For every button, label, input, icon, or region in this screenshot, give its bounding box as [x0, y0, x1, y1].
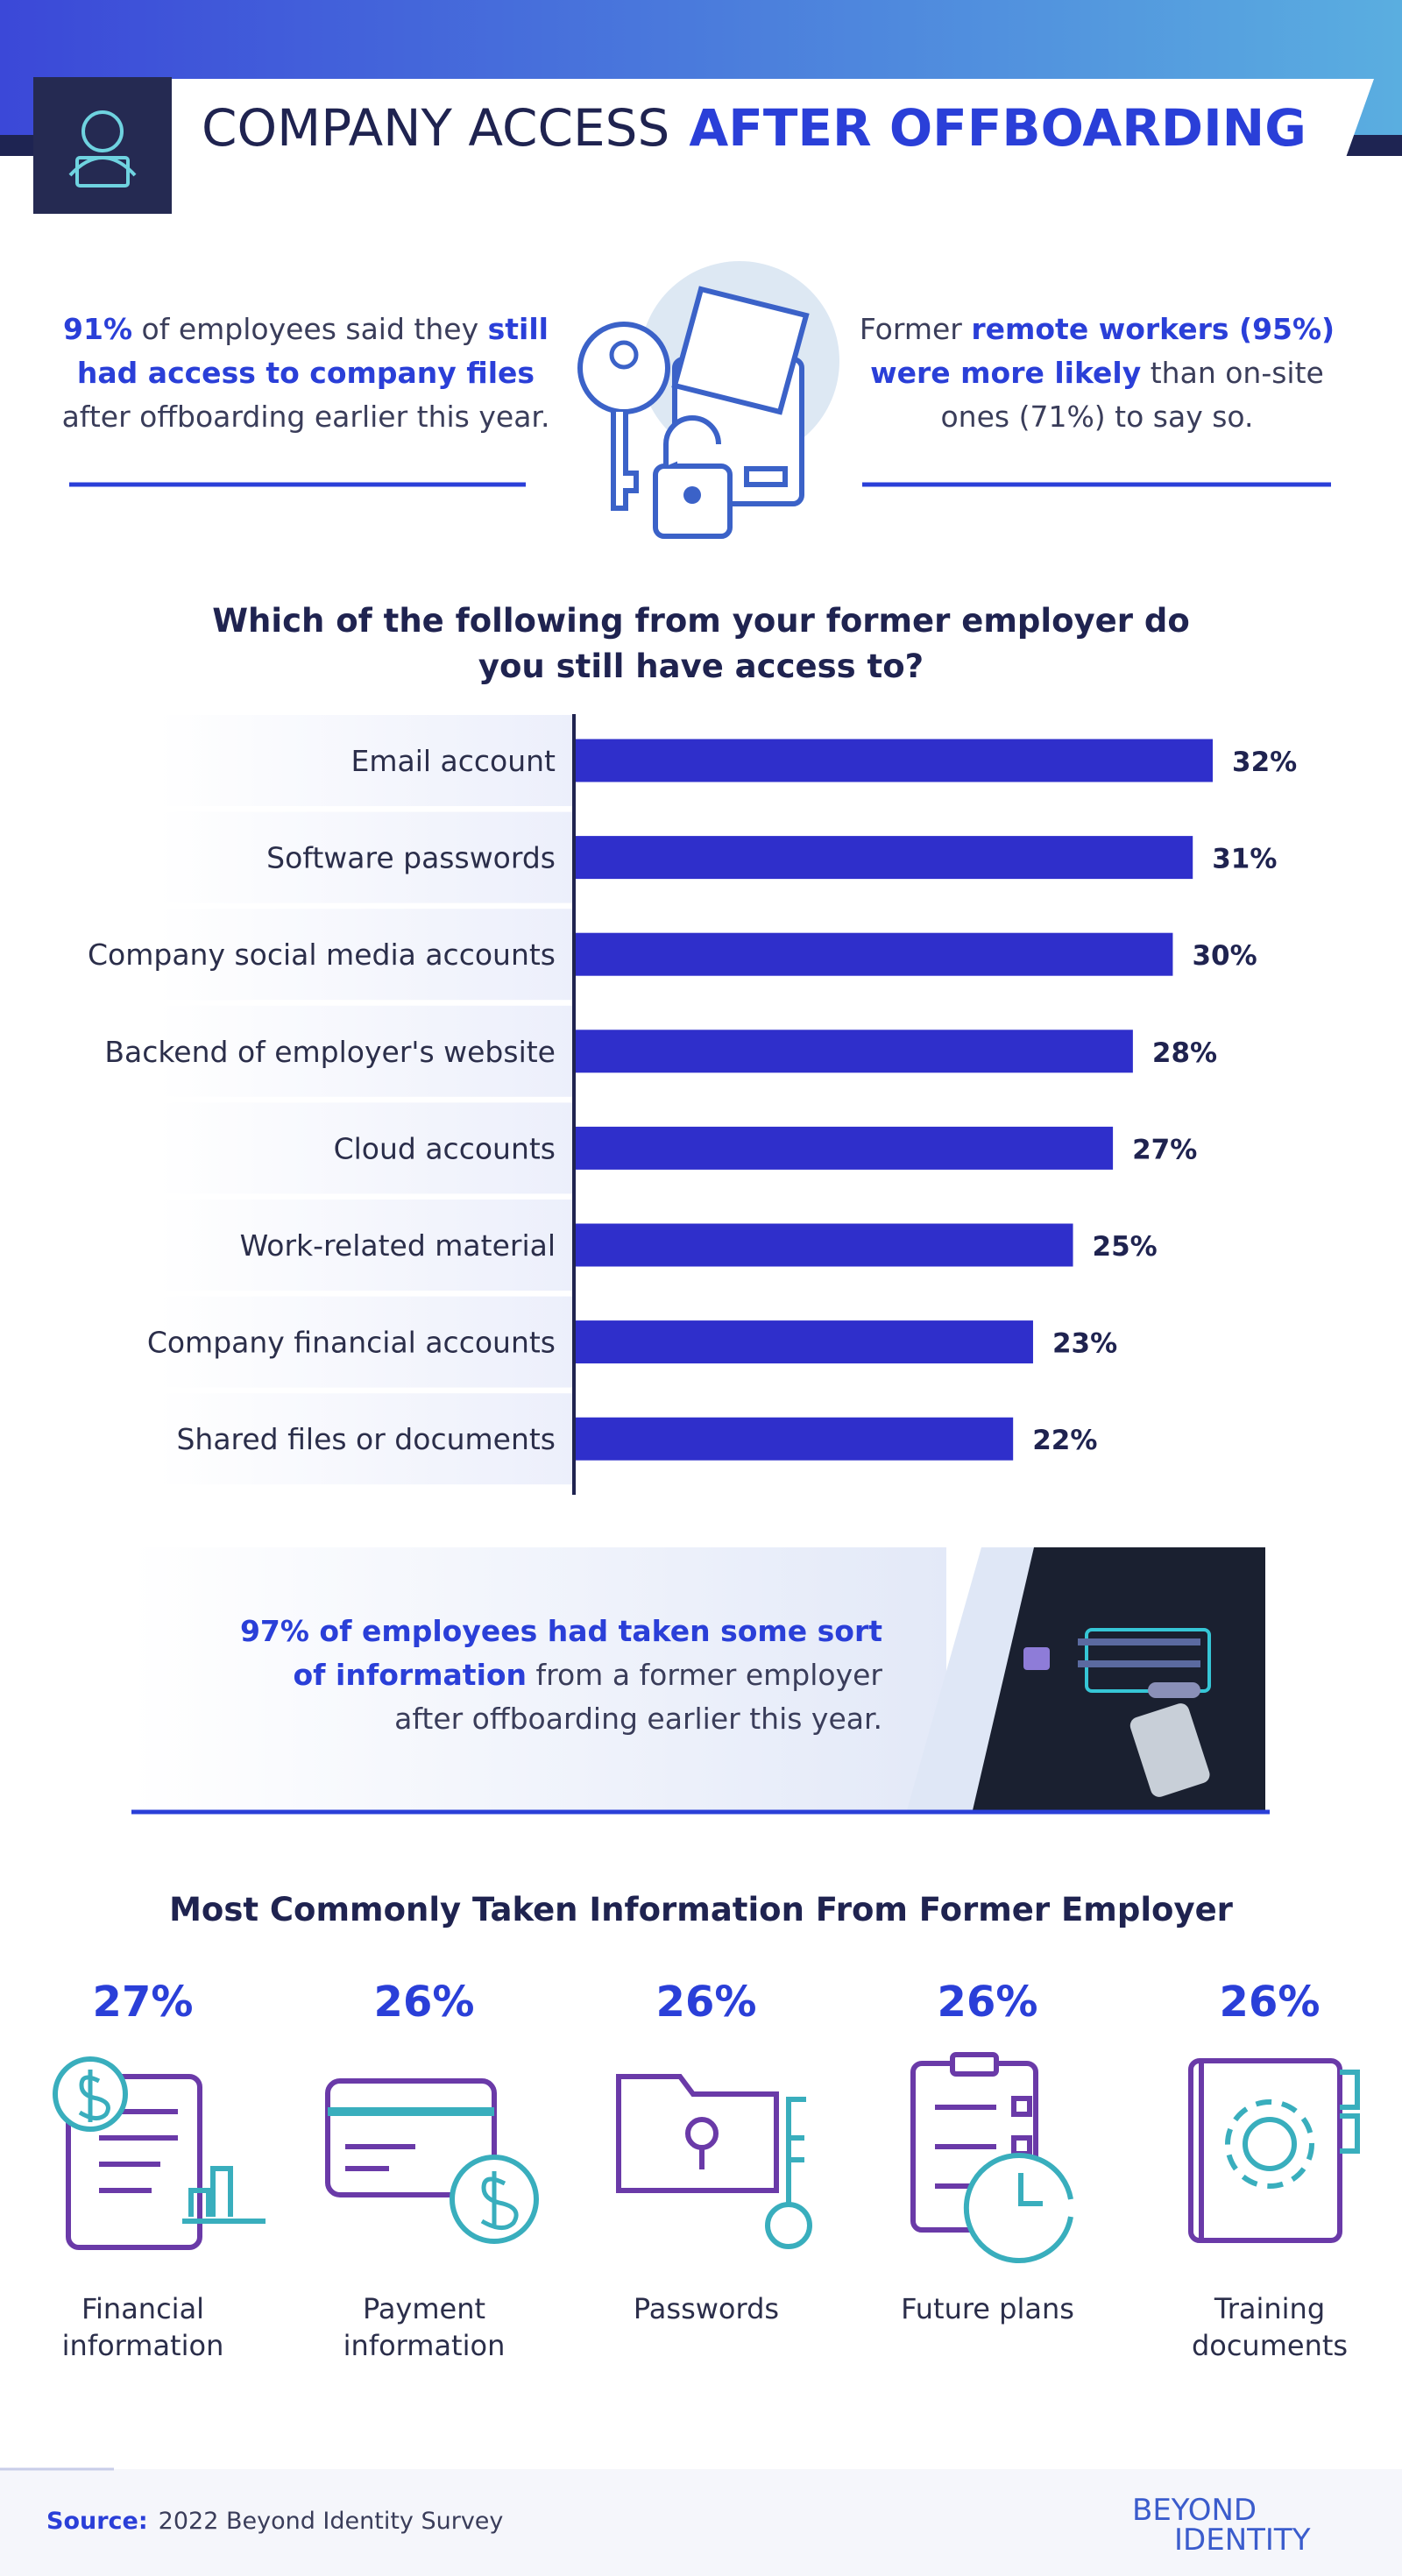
category-label: Software passwords — [266, 841, 556, 875]
category-label: Backend of employer's website — [104, 1035, 556, 1069]
text-line: after offboarding earlier this year. — [62, 400, 550, 434]
bar — [574, 739, 1213, 782]
logo-line: BEYOND — [1132, 2493, 1257, 2528]
text-span: from a former employer — [527, 1658, 882, 1692]
row-band — [158, 909, 574, 1001]
item-percent: 26% — [656, 1978, 757, 2027]
row-band — [158, 1393, 574, 1485]
item-percent: 26% — [374, 1978, 475, 2027]
text-span: Former — [860, 312, 972, 346]
value-label: 23% — [1052, 1328, 1117, 1360]
text-span: after offboarding earlier this year. — [62, 400, 550, 434]
bar — [574, 1223, 1073, 1267]
item-label: information — [343, 2329, 506, 2362]
highlight: still — [488, 312, 549, 346]
highlight: of information — [294, 1658, 528, 1692]
info-background — [131, 1547, 946, 1810]
value-label: 30% — [1192, 940, 1257, 972]
title-plain: COMPANY ACCESS — [202, 98, 669, 158]
section-title: Most Commonly Taken Information From For… — [169, 1891, 1234, 1928]
bar — [574, 836, 1193, 880]
category-label: Company financial accounts — [147, 1326, 556, 1360]
source-text: 2022 Beyond Identity Survey — [159, 2508, 504, 2535]
row-band — [158, 1296, 574, 1388]
category-label: Email account — [350, 744, 556, 778]
text-line: had access to company files — [77, 356, 535, 390]
item-label: information — [62, 2329, 224, 2362]
text-line: after offboarding earlier this year. — [394, 1702, 882, 1736]
value-label: 27% — [1132, 1134, 1197, 1165]
item-label: Training — [1214, 2292, 1325, 2325]
info-text: 97% of employees had taken some sort of i… — [240, 1614, 882, 1736]
item-percent: 26% — [938, 1978, 1038, 2027]
text-line: 91% of employees said they still — [63, 312, 549, 346]
text-line: were more likely than on-site — [870, 356, 1324, 390]
value-label: 25% — [1093, 1231, 1158, 1263]
text-span: than on-site — [1141, 356, 1324, 390]
highlight: were more likely — [870, 356, 1141, 390]
category-label: Company social media accounts — [88, 938, 556, 972]
taken-items: 27% Financial information 26% Payment informa… — [62, 1978, 1348, 2362]
text-span: ones (71%) to say so. — [940, 400, 1253, 434]
item-label: documents — [1192, 2329, 1348, 2362]
bar — [574, 1030, 1133, 1073]
source: Source: 2022 Beyond Identity Survey — [46, 2508, 503, 2535]
value-label: 28% — [1152, 1037, 1217, 1069]
item-percent: 27% — [93, 1978, 194, 2027]
item-icons — [53, 2052, 1360, 2263]
stat-right: Former remote workers (95%) were more lik… — [860, 312, 1335, 434]
highlight: 91% — [63, 312, 132, 346]
access-illustration — [577, 261, 839, 539]
highlight: 97% of employees had taken some sort — [240, 1614, 882, 1648]
chart-title: you still have access to? — [478, 648, 924, 685]
category-label: Shared files or documents — [176, 1422, 556, 1456]
footer-band — [0, 2469, 1402, 2576]
stat-left: 91% of employees said they still had acce… — [62, 312, 550, 434]
highlight: remote workers (95%) — [971, 312, 1335, 346]
text-span: after offboarding earlier this year. — [394, 1702, 882, 1736]
bar — [574, 1417, 1014, 1461]
bar — [574, 932, 1173, 976]
text-line: 97% of employees had taken some sort — [240, 1614, 882, 1648]
category-label: Cloud accounts — [334, 1131, 556, 1165]
row-band — [158, 811, 574, 903]
value-label: 22% — [1032, 1425, 1097, 1456]
text-line: ones (71%) to say so. — [940, 400, 1253, 434]
item-label: Future plans — [901, 2292, 1074, 2325]
row-band — [158, 1005, 574, 1097]
highlight: had access to company files — [77, 356, 535, 390]
hacker-icon — [68, 110, 137, 188]
bar — [574, 1320, 1033, 1364]
row-band — [158, 1200, 574, 1291]
logo-line: IDENTITY — [1174, 2523, 1311, 2558]
title-bold: AFTER OFFBOARDING — [689, 98, 1306, 158]
photo — [907, 1547, 1265, 1810]
text-span: of employees said they — [132, 312, 488, 346]
value-label: 32% — [1232, 747, 1297, 778]
text-line: of information from a former employer — [294, 1658, 883, 1692]
bar-chart: Which of the following from your former … — [88, 602, 1297, 1495]
value-label: 31% — [1212, 844, 1277, 875]
title-banner — [172, 79, 1374, 177]
category-label: Work-related material — [240, 1228, 556, 1263]
title: COMPANY ACCESS AFTER OFFBOARDING — [202, 98, 1306, 158]
bar — [574, 1126, 1114, 1170]
item-label: Financial — [81, 2292, 204, 2325]
source-label: Source: — [46, 2508, 148, 2535]
row-band — [158, 715, 574, 806]
text-line: Former remote workers (95%) — [860, 312, 1335, 346]
item-label: Payment — [363, 2292, 485, 2325]
row-band — [158, 1102, 574, 1194]
chart-title: Which of the following from your former … — [212, 602, 1190, 640]
item-label: Passwords — [634, 2292, 779, 2325]
item-percent: 26% — [1220, 1978, 1321, 2027]
logo-box — [33, 77, 172, 214]
